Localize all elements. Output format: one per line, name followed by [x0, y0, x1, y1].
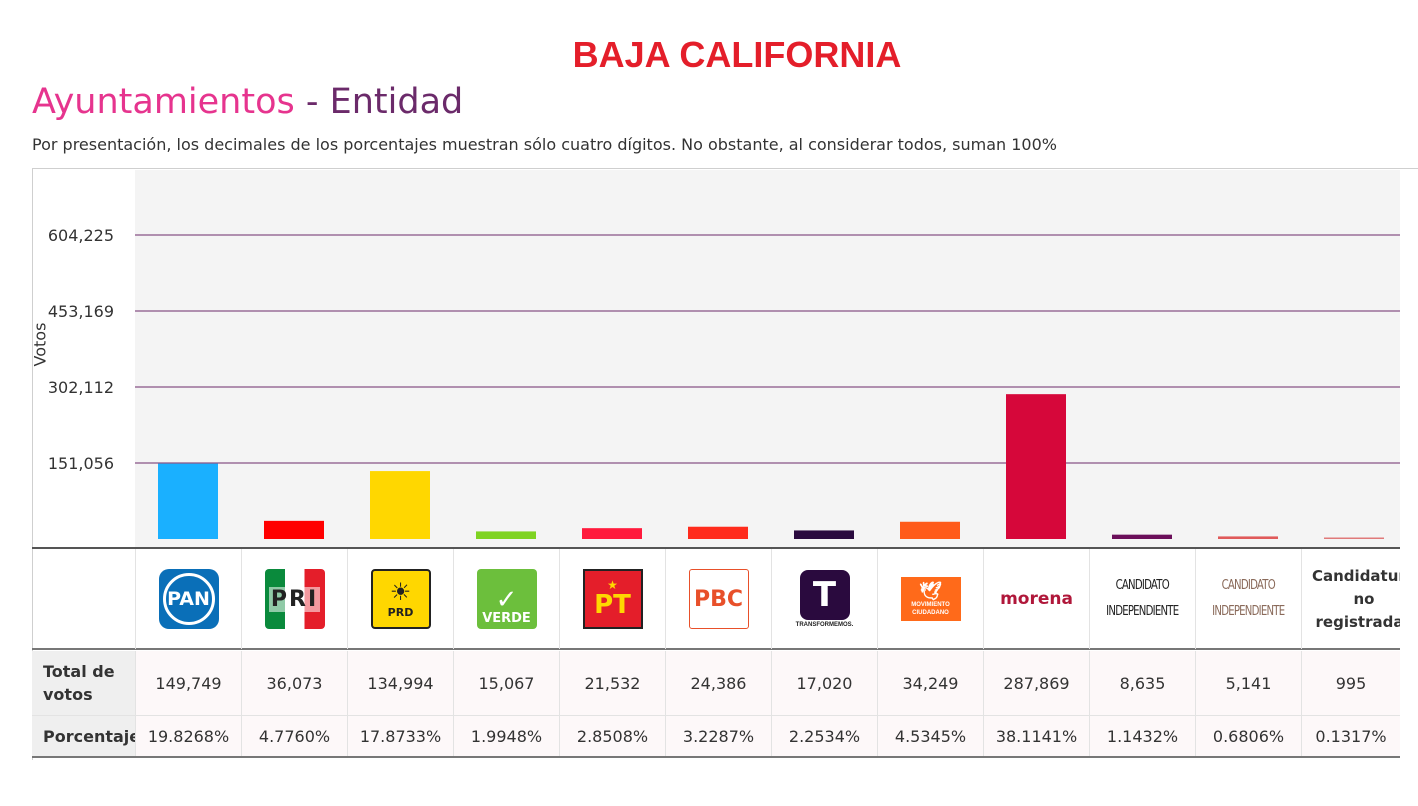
verde-logo-text: VERDE	[482, 611, 531, 626]
logo-cell-pri[interactable]: PRI	[241, 549, 347, 649]
votes-cell-candidato-independiente-2: 5,141	[1195, 651, 1301, 715]
pan-logo-icon: PAN	[158, 569, 219, 629]
logo-cell-no-registradas[interactable]: Candidatura no registradas	[1301, 549, 1400, 649]
prd-logo-text: PRD	[387, 605, 414, 619]
percentage-cell-mc: 4.5345%	[877, 716, 983, 756]
percentage-cell-pt: 2.8508%	[559, 716, 665, 756]
percentage-cell-transformemos: 2.2534%	[771, 716, 877, 756]
logo-cell-independiente-2[interactable]: CANDIDATO INDEPENDIENTE	[1195, 549, 1301, 649]
y-tick-label: 151,056	[48, 454, 114, 473]
percentage-row: Porcentaje 19.8268% 4.7760% 17.8733% 1.9948…	[32, 715, 1400, 758]
independiente-2-logo-icon: CANDIDATO INDEPENDIENTE	[1212, 578, 1285, 619]
bar-candidato-independiente-2[interactable]	[1218, 536, 1278, 539]
prd-logo-icon: ☀ PRD	[370, 569, 431, 629]
votes-cell-pri: 36,073	[241, 651, 347, 715]
votes-cell-pt: 21,532	[559, 651, 665, 715]
votes-cell-pbc: 24,386	[665, 651, 771, 715]
logo-cell-mc[interactable]: 🕊 MOVIMIENTO CIUDADANO	[877, 549, 983, 649]
y-tick-label: 604,225	[48, 226, 114, 245]
morena-logo-icon: morena	[1000, 569, 1073, 629]
percentage-cell-candidaturas-no-registradas: 0.1317%	[1301, 716, 1400, 756]
heading-scope: Entidad	[329, 82, 464, 122]
bar-mc[interactable]	[900, 521, 960, 539]
transformemos-logo-icon: T TRANSFORMEMOS.	[794, 569, 856, 629]
pri-logo-text: PRI	[268, 586, 321, 612]
bar-pri[interactable]	[264, 520, 324, 539]
transformemos-logo-text: TRANSFORMEMOS.	[795, 622, 854, 628]
percentage-cell-morena: 38.1141%	[983, 716, 1089, 756]
pbc-logo-icon: PBC	[688, 569, 749, 629]
party-logo-row: PAN PRI ☀ PRD ✓ VERDE ★ PT PBC T TRANSFO…	[32, 549, 1400, 650]
bar-morena[interactable]	[1006, 394, 1066, 539]
logo-cell-pan[interactable]: PAN	[135, 549, 241, 649]
logo-cell-pbc[interactable]: PBC	[665, 549, 771, 649]
mc-logo-icon: 🕊 MOVIMIENTO CIUDADANO	[900, 577, 961, 621]
pt-logo-text: PT	[594, 590, 631, 620]
y-tick-label: 453,169	[48, 302, 114, 321]
independiente-1-logo-icon: CANDIDATO INDEPENDIENTE	[1106, 578, 1179, 619]
votes-cell-prd: 134,994	[347, 651, 453, 715]
plot-area	[135, 170, 1400, 548]
votes-cell-pvem: 15,067	[453, 651, 559, 715]
pan-logo-text: PAN	[162, 573, 215, 625]
votes-cell-pan: 149,749	[135, 651, 241, 715]
bar-transformemos[interactable]	[794, 530, 854, 539]
chart-panel	[32, 168, 1418, 760]
votes-cell-morena: 287,869	[983, 651, 1089, 715]
percentage-cell-pan: 19.8268%	[135, 716, 241, 756]
votes-cell-candidaturas-no-registradas: 995	[1301, 651, 1400, 715]
bar-candidato-independiente-1[interactable]	[1112, 534, 1172, 539]
bar-pt[interactable]	[582, 528, 642, 539]
page-heading: Ayuntamientos - Entidad	[32, 82, 463, 122]
heading-separator: -	[294, 82, 330, 122]
percentage-note: Por presentación, los decimales de los p…	[32, 135, 1057, 154]
votes-row-header: Total de votos	[32, 651, 135, 715]
votes-cell-mc: 34,249	[877, 651, 983, 715]
heading-election-type: Ayuntamientos	[32, 82, 295, 122]
percentage-cell-candidato-independiente-2: 0.6806%	[1195, 716, 1301, 756]
bar-pbc[interactable]	[688, 526, 748, 539]
percentage-row-header: Porcentaje	[32, 716, 140, 756]
percentage-cell-pri: 4.7760%	[241, 716, 347, 756]
logo-cell-morena[interactable]: morena	[983, 549, 1089, 649]
logo-cell-prd[interactable]: ☀ PRD	[347, 549, 453, 649]
verde-logo-icon: ✓ VERDE	[476, 569, 537, 629]
no-registradas-label: Candidatura no registradas	[1312, 566, 1400, 631]
bar-prd[interactable]	[370, 471, 430, 539]
percentage-cell-prd: 17.8733%	[347, 716, 453, 756]
mc-logo-text: MOVIMIENTO CIUDADANO	[911, 602, 950, 616]
state-title: BAJA CALIFORNIA	[572, 34, 902, 75]
bar-pan[interactable]	[158, 463, 218, 539]
pri-logo-icon: PRI	[264, 569, 325, 629]
logo-cell-pt[interactable]: ★ PT	[559, 549, 665, 649]
percentage-cell-candidato-independiente-1: 1.1432%	[1089, 716, 1195, 756]
pt-logo-icon: ★ PT	[582, 569, 643, 629]
pbc-logo-text: PBC	[693, 586, 744, 612]
logo-cell-transformemos[interactable]: T TRANSFORMEMOS.	[771, 549, 877, 649]
votes-cell-candidato-independiente-1: 8,635	[1089, 651, 1195, 715]
percentage-cell-pbc: 3.2287%	[665, 716, 771, 756]
bar-candidaturas-no-registradas[interactable]	[1324, 537, 1384, 540]
bar-pvem[interactable]	[476, 531, 536, 539]
morena-logo-text: morena	[1000, 589, 1073, 609]
chart-baseline	[32, 547, 1400, 549]
logo-cell-verde[interactable]: ✓ VERDE	[453, 549, 559, 649]
votes-cell-transformemos: 17,020	[771, 651, 877, 715]
y-tick-label: 302,112	[48, 378, 114, 397]
logo-cell-independiente-1[interactable]: CANDIDATO INDEPENDIENTE	[1089, 549, 1195, 649]
percentage-cell-pvem: 1.9948%	[453, 716, 559, 756]
votes-row: Total de votos 149,749 36,073 134,994 15,06…	[32, 651, 1400, 715]
